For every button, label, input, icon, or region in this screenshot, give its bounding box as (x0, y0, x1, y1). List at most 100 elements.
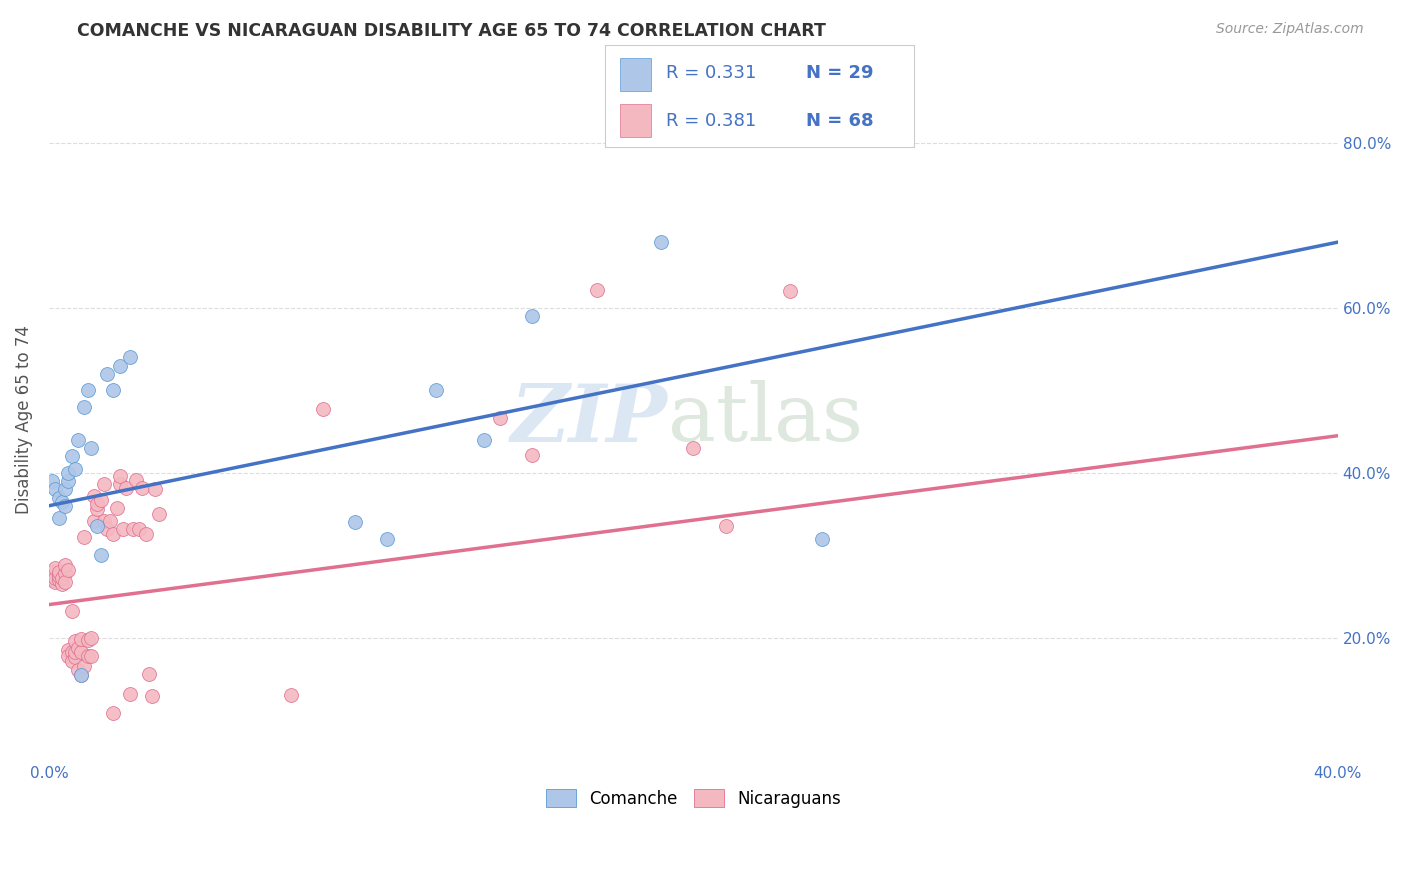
Point (83, 515, 105, 529)
Point (121, 522, 143, 536)
Point (108, 359, 131, 373)
Point (60, 654, 83, 668)
Point (44, 571, 66, 585)
Point (53, 558, 76, 572)
Point (53, 483, 76, 497)
Point (48, 491, 70, 505)
Point (53, 574, 76, 589)
Point (811, 532, 834, 546)
Point (96, 367, 118, 381)
Point (522, 449, 544, 463)
Point (60, 645, 83, 659)
Point (135, 526, 157, 541)
Point (86, 502, 108, 516)
Point (118, 351, 141, 365)
Point (682, 441, 704, 455)
Point (103, 384, 125, 398)
Point (585, 283, 607, 297)
Point (103, 706, 125, 721)
Point (51, 494, 73, 508)
Point (73, 530, 96, 544)
Point (112, 522, 135, 536)
Point (108, 469, 131, 483)
Point (63, 633, 86, 648)
Point (375, 532, 398, 546)
Point (86, 497, 108, 511)
Text: Source: ZipAtlas.com: Source: ZipAtlas.com (1216, 22, 1364, 37)
Bar (620, 58, 651, 91)
Point (44, 483, 66, 497)
Point (48, 511, 70, 525)
Point (58, 643, 80, 657)
Point (73, 400, 96, 414)
Text: ZIP: ZIP (510, 381, 668, 458)
Point (48, 568, 70, 582)
Point (76, 384, 98, 398)
Point (89, 548, 111, 562)
Point (83, 489, 105, 503)
Point (48, 565, 70, 579)
Point (73, 658, 96, 673)
Point (48, 573, 70, 587)
Point (118, 687, 141, 701)
Point (425, 384, 447, 398)
Point (138, 666, 160, 681)
Point (58, 648, 80, 663)
Point (98, 514, 121, 528)
Point (80, 631, 103, 645)
Point (86, 519, 108, 533)
Point (96, 522, 118, 536)
Point (131, 481, 153, 495)
Point (344, 515, 367, 529)
Point (93, 514, 115, 528)
Point (58, 474, 80, 488)
Point (51, 577, 73, 591)
Text: R = 0.381: R = 0.381 (666, 112, 756, 129)
Point (58, 466, 80, 480)
Text: N = 29: N = 29 (806, 64, 873, 82)
Point (70, 645, 93, 659)
Point (80, 441, 103, 455)
Y-axis label: Disability Age 65 to 74: Disability Age 65 to 74 (15, 325, 32, 514)
Point (103, 526, 125, 541)
Point (76, 632, 98, 647)
Point (66, 433, 89, 447)
Point (58, 563, 80, 577)
Text: R = 0.331: R = 0.331 (666, 64, 756, 82)
Point (89, 493, 111, 508)
Point (115, 481, 138, 495)
Point (714, 518, 737, 533)
Point (125, 473, 148, 487)
Point (60, 450, 83, 464)
Point (41, 474, 63, 488)
Point (143, 483, 166, 497)
Point (280, 688, 302, 702)
Point (148, 507, 170, 521)
Point (779, 284, 801, 298)
Legend: Comanche, Nicaraguans: Comanche, Nicaraguans (538, 783, 848, 814)
Point (76, 648, 98, 663)
Point (70, 632, 93, 647)
Point (70, 667, 93, 681)
Point (44, 574, 66, 589)
Point (70, 667, 93, 681)
Point (66, 641, 89, 656)
Point (63, 645, 86, 659)
Point (60, 604, 83, 618)
Point (312, 402, 335, 417)
Point (489, 411, 512, 425)
Text: N = 68: N = 68 (806, 112, 873, 129)
Point (51, 571, 73, 585)
Point (141, 689, 163, 703)
Point (650, 235, 672, 249)
Point (53, 566, 76, 581)
Point (105, 501, 128, 516)
Point (38, 568, 60, 582)
Point (44, 560, 66, 574)
Point (522, 310, 544, 324)
Point (41, 573, 63, 587)
Point (53, 499, 76, 513)
Bar (620, 104, 651, 137)
Point (63, 650, 86, 665)
Text: COMANCHE VS NICARAGUAN DISABILITY AGE 65 TO 74 CORRELATION CHART: COMANCHE VS NICARAGUAN DISABILITY AGE 65… (77, 22, 827, 40)
